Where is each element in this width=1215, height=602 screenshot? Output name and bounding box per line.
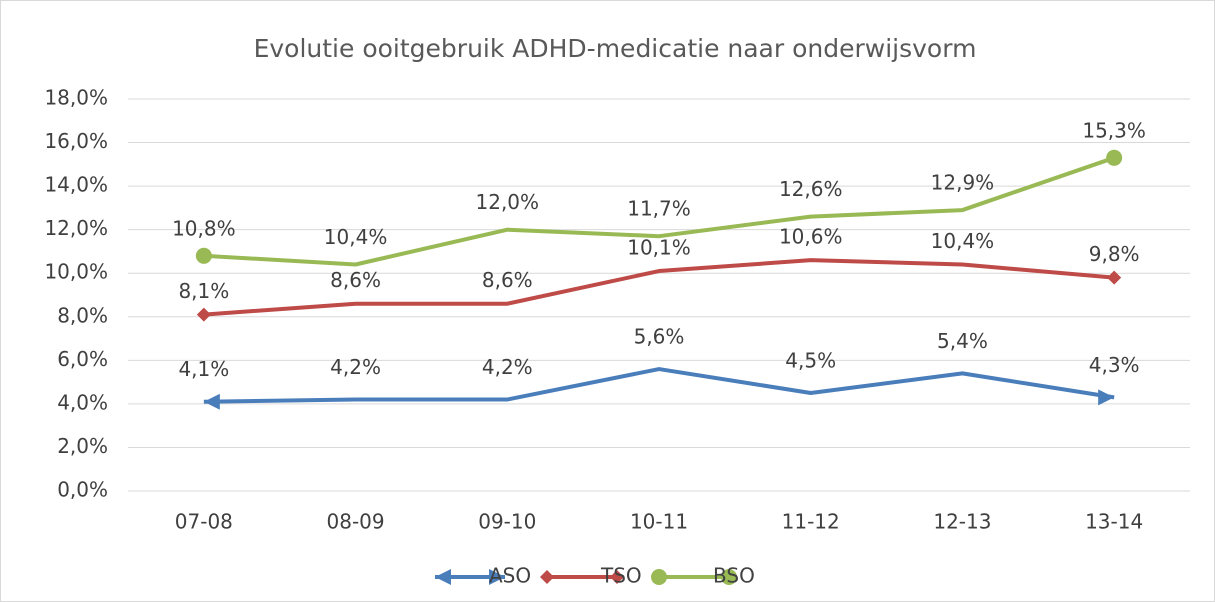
marker — [1098, 389, 1115, 406]
data-label: 8,1% — [178, 279, 229, 303]
chart-title: Evolutie ooitgebruik ADHD-medicatie naar… — [254, 34, 977, 63]
data-label: 5,4% — [937, 329, 988, 353]
y-tick-label: 2,0% — [57, 434, 108, 458]
data-label: 10,1% — [627, 236, 691, 260]
data-label: 12,6% — [779, 177, 843, 201]
y-tick-label: 10,0% — [44, 260, 108, 284]
x-tick-label: 08-09 — [327, 510, 385, 534]
series-line — [203, 367, 1115, 404]
marker — [651, 569, 667, 585]
data-label: 8,6% — [330, 268, 381, 292]
y-tick-label: 16,0% — [44, 129, 108, 153]
marker — [195, 247, 212, 264]
y-tick-label: 4,0% — [57, 390, 108, 414]
series-line — [203, 258, 1115, 317]
x-tick-label: 11-12 — [782, 510, 840, 534]
data-label: 8,6% — [482, 268, 533, 292]
y-tick-label: 6,0% — [57, 347, 108, 371]
x-tick-label: 10-11 — [630, 510, 688, 534]
x-tick-label: 12-13 — [933, 510, 991, 534]
legend-label: TSO — [600, 564, 642, 588]
data-label: 4,2% — [482, 355, 533, 379]
marker — [1107, 270, 1122, 285]
y-tick-label: 14,0% — [44, 173, 108, 197]
marker — [610, 570, 624, 584]
data-label: 12,9% — [931, 171, 995, 195]
data-label: 4,5% — [785, 349, 836, 373]
data-label: 15,3% — [1082, 118, 1146, 142]
data-label: 10,8% — [172, 216, 236, 240]
data-label: 9,8% — [1089, 242, 1140, 266]
data-label: 10,4% — [324, 225, 388, 249]
data-label: 12,0% — [476, 190, 540, 214]
marker — [540, 570, 554, 584]
marker — [489, 569, 505, 585]
legend-label: ASO — [489, 564, 531, 588]
x-tick-label: 13-14 — [1085, 510, 1143, 534]
data-label: 10,6% — [779, 225, 843, 249]
data-label: 4,3% — [1089, 353, 1140, 377]
data-label: 4,1% — [178, 357, 229, 381]
marker — [1106, 149, 1123, 166]
data-label: 5,6% — [634, 325, 685, 349]
y-tick-label: 18,0% — [44, 86, 108, 110]
y-tick-label: 0,0% — [57, 478, 108, 502]
series-line — [203, 155, 1115, 267]
data-label: 11,7% — [627, 197, 691, 221]
marker — [721, 569, 737, 585]
marker — [435, 569, 451, 585]
x-tick-label: 07-08 — [175, 510, 233, 534]
legend-label: BSO — [713, 564, 755, 588]
marker — [203, 393, 220, 410]
data-label: 10,4% — [931, 229, 995, 253]
y-tick-label: 12,0% — [44, 216, 108, 240]
x-tick-label: 09-10 — [478, 510, 536, 534]
y-tick-label: 8,0% — [57, 303, 108, 327]
data-label: 4,2% — [330, 355, 381, 379]
marker — [196, 307, 211, 322]
